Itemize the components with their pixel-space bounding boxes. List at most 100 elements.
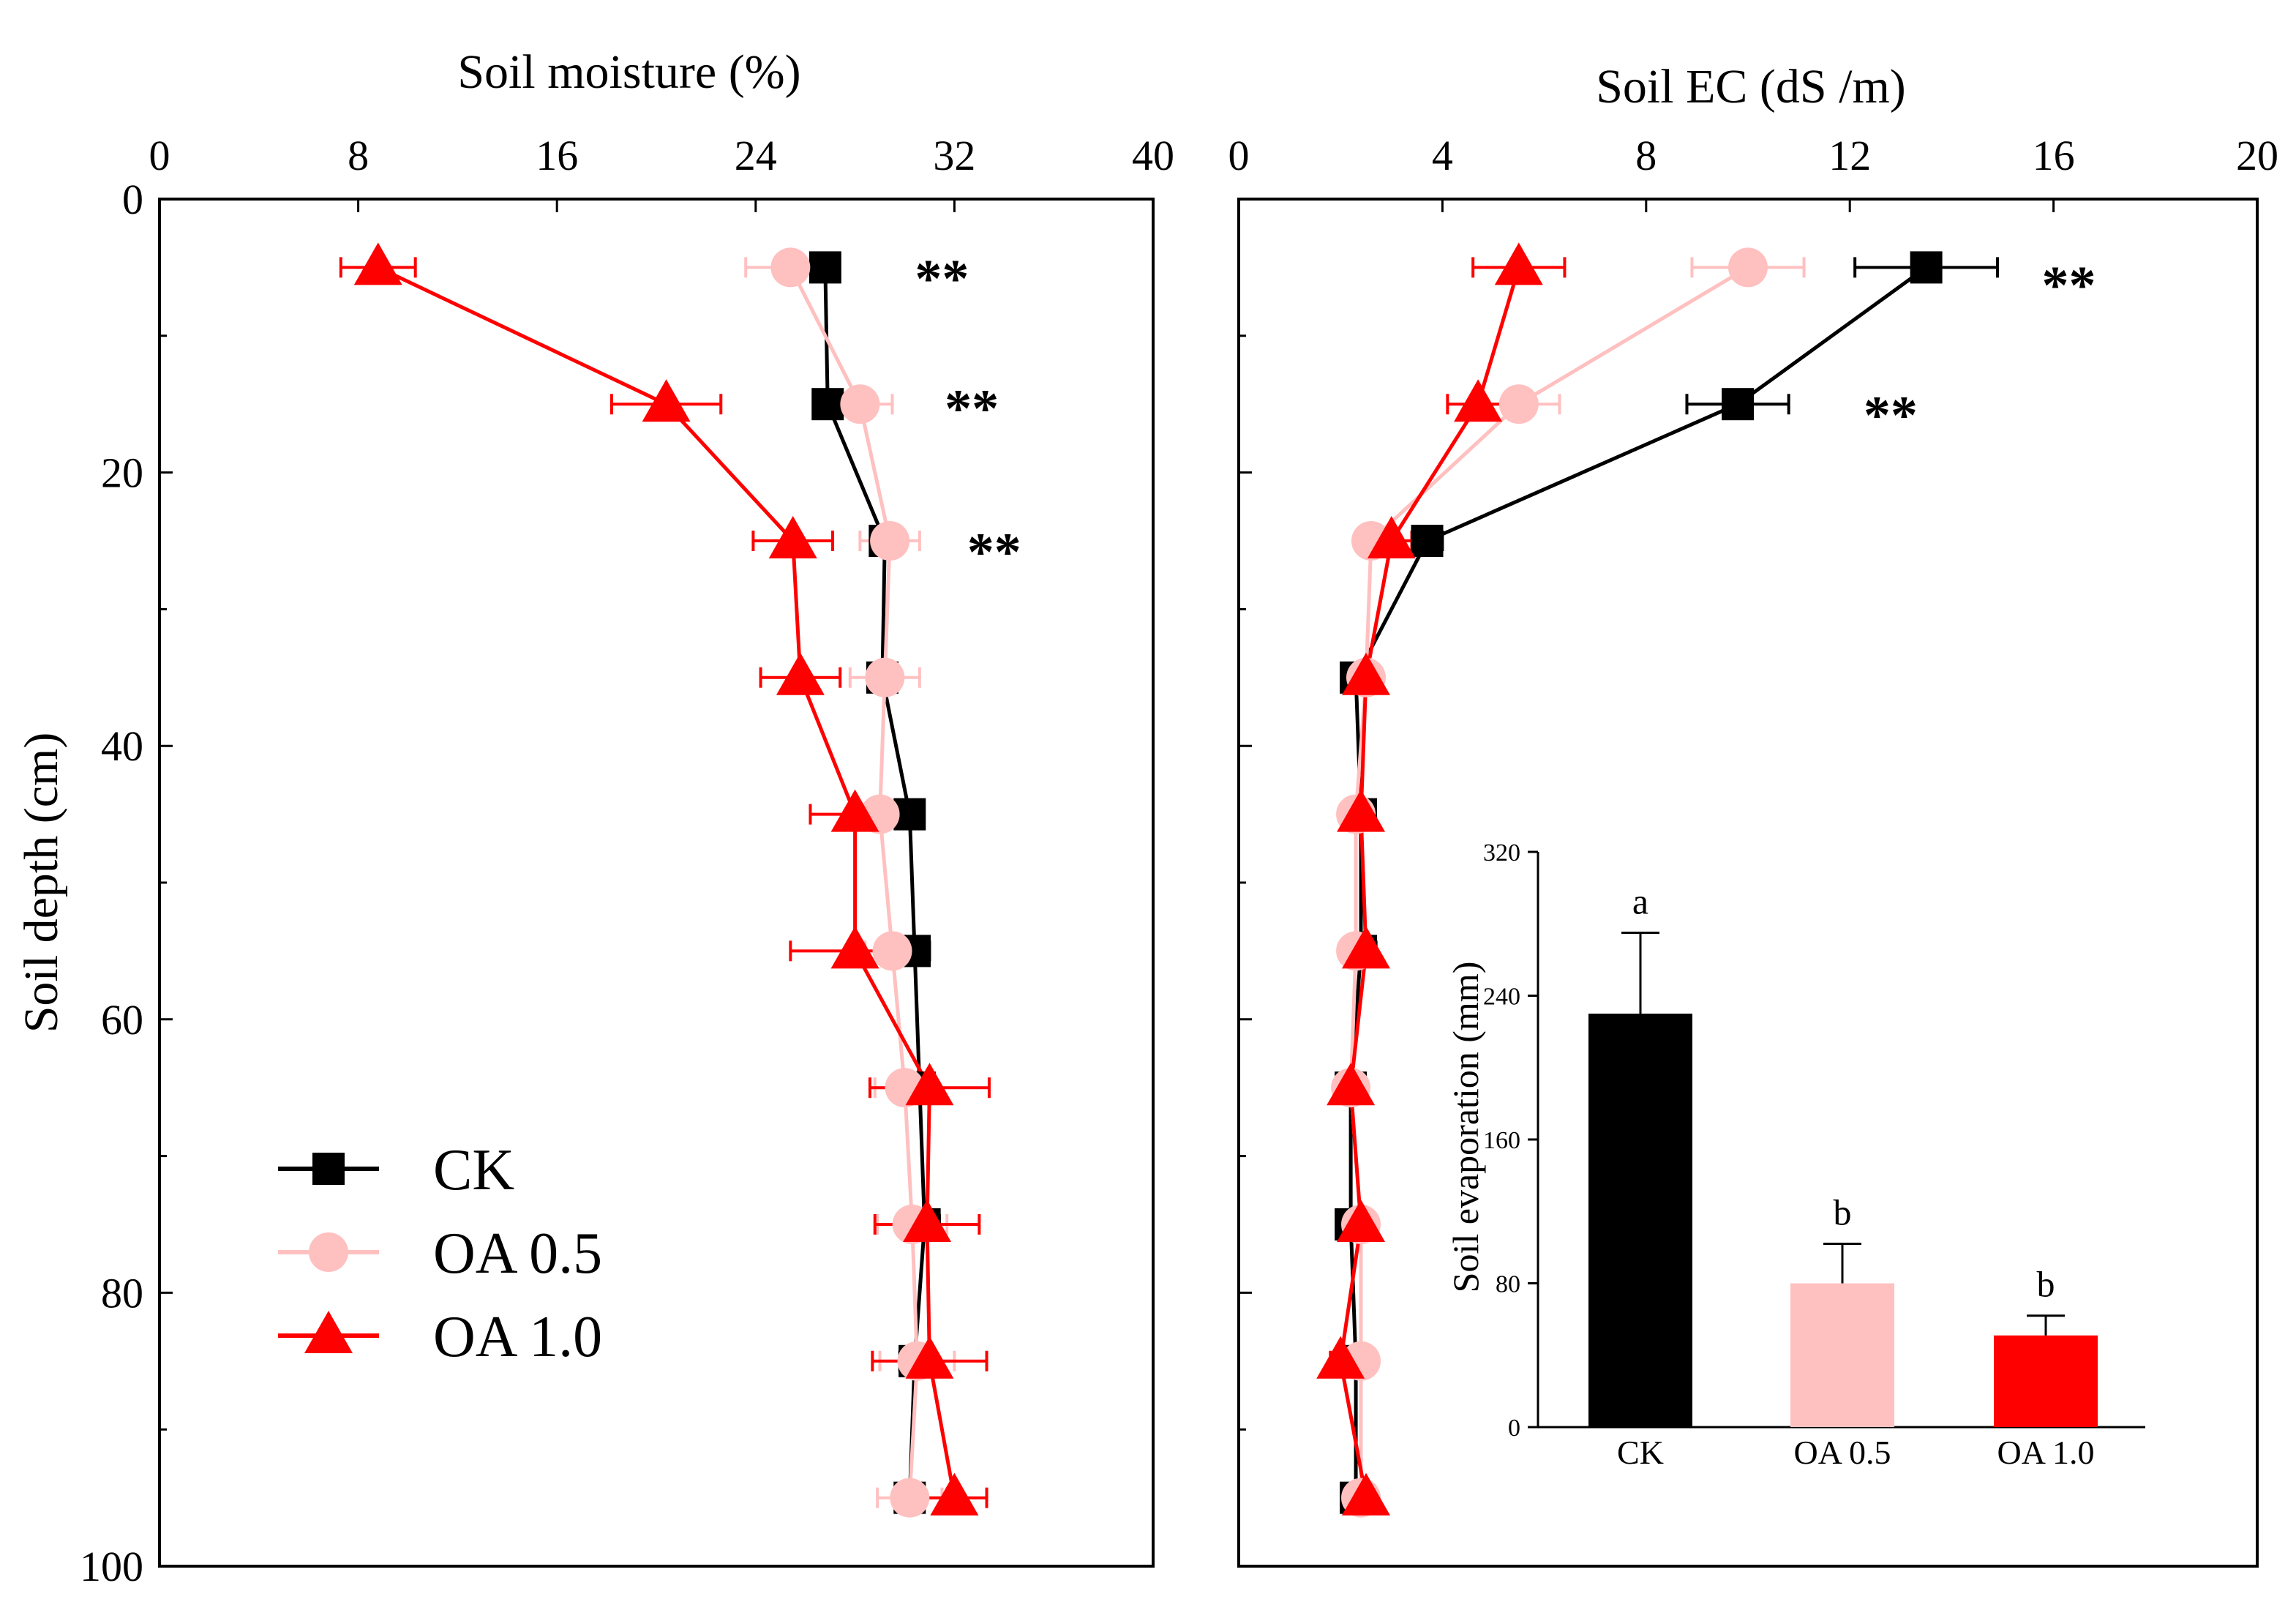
moisture-markers (353, 242, 979, 1518)
gA-xtick-label: 0 (149, 132, 170, 179)
inset-y-axis-title: Soil evaporation (mm) (1445, 962, 1486, 1293)
gB-point-OA-1.0 (1327, 1063, 1376, 1106)
gB-point-OA-1.0 (1367, 516, 1416, 558)
gB-xtick-label: 8 (1635, 132, 1657, 179)
gB-point-OA-1.0 (1337, 789, 1386, 832)
gA-point-OA-1.0 (642, 379, 691, 422)
legend-label: OA 1.0 (433, 1305, 602, 1369)
gA-ytick-label: 40 (101, 722, 143, 770)
gA-point-CK (809, 251, 841, 284)
gA-point-OA-1.0 (903, 1200, 952, 1242)
gA-significance-mark: ** (945, 379, 999, 439)
gB-point-OA-0.5 (1498, 384, 1539, 424)
ec-annotations: ** ** (1864, 256, 2096, 446)
ec-series-lines (1338, 266, 1928, 1499)
gB-xtick-label: 0 (1228, 132, 1250, 179)
legend-marker-OA-0.5 (309, 1232, 348, 1272)
inset-category-label: OA 0.5 (1794, 1434, 1891, 1471)
gA-point-CK (811, 388, 844, 421)
gA-xtick-label: 24 (735, 132, 777, 179)
moisture-x-axis-title: Soil moisture (%) (457, 45, 800, 99)
ec-y-ticks (1239, 198, 1252, 1568)
gB-point-OA-1.0 (1342, 652, 1390, 695)
gB-xtick-label: 4 (1432, 132, 1453, 179)
gB-point-OA-1.0 (1337, 1200, 1386, 1242)
inset-category-label: OA 1.0 (1997, 1434, 2095, 1471)
gA-ytick-label: 60 (101, 996, 143, 1044)
gB-point-CK (1411, 525, 1444, 557)
moisture-y-ticks: 0 20 40 60 80 100 (80, 176, 173, 1590)
gA-ytick-label: 80 (101, 1269, 143, 1317)
gA-xtick-label: 32 (933, 132, 975, 179)
gA-xtick-label: 8 (348, 132, 369, 179)
gB-point-OA-0.5 (1728, 247, 1768, 288)
gA-xtick-label: 16 (536, 132, 578, 179)
inset-category-labels: CK OA 0.5 OA 1.0 (1617, 1434, 2094, 1471)
gA-point-OA-1.0 (768, 516, 817, 558)
ec-markers (1316, 242, 1943, 1518)
legend-marker-OA-1.0 (304, 1311, 353, 1353)
inset-category-label: CK (1617, 1434, 1664, 1471)
gA-xtick-label: 40 (1132, 132, 1174, 179)
gB-line-OA-0.5 (1348, 266, 1749, 1498)
inset-bar-OA-1.0 (1994, 1335, 2098, 1427)
gB-point-OA-1.0 (1342, 1472, 1390, 1516)
moisture-series-lines (377, 266, 956, 1499)
gB-point-CK (1910, 251, 1943, 284)
gB-xtick-label: 20 (2236, 132, 2278, 179)
inset-errorbar (1823, 1242, 1861, 1284)
gA-point-OA-1.0 (830, 926, 879, 969)
inset-errorbar (2027, 1314, 2065, 1336)
legend-label: CK (433, 1138, 514, 1202)
gA-point-OA-0.5 (865, 657, 905, 697)
gA-point-OA-0.5 (840, 384, 880, 424)
moisture-x-ticks: 0 8 16 24 32 40 (149, 132, 1174, 212)
gA-significance-mark: ** (967, 523, 1021, 583)
moisture-panel: Soil moisture (%) Soil depth (cm) 0 8 16 24… (15, 45, 1174, 1590)
legend-marker-CK (312, 1153, 345, 1185)
gA-ytick-label: 20 (101, 449, 143, 497)
inset-y-ticks: 0 80 160 240 320 (1483, 839, 1538, 1442)
inset-bar-OA-0.5 (1790, 1283, 1894, 1427)
legend-label: OA 0.5 (433, 1221, 602, 1286)
inset-errorbar (1621, 932, 1659, 1014)
inset-ytick-label: 80 (1496, 1271, 1520, 1298)
gA-point-OA-0.5 (890, 1478, 930, 1518)
inset-error-bars (1621, 932, 2065, 1336)
inset-bars (1588, 1014, 2098, 1427)
gA-ytick-label: 100 (80, 1543, 143, 1590)
gA-point-OA-0.5 (870, 521, 910, 561)
inset-ytick-label: 240 (1483, 984, 1520, 1011)
gB-line-CK (1348, 266, 1928, 1498)
gA-line-CK (823, 267, 927, 1498)
gA-point-OA-0.5 (872, 931, 912, 971)
gA-point-OA-1.0 (353, 242, 402, 285)
gB-point-OA-1.0 (1316, 1336, 1365, 1379)
inset-significance-letters: a b b (1632, 881, 2055, 1305)
gA-point-OA-1.0 (905, 1336, 954, 1379)
gB-xtick-label: 16 (2033, 132, 2075, 179)
gA-significance-mark: ** (915, 249, 969, 309)
gA-line-OA-0.5 (789, 266, 919, 1498)
moisture-y-axis-title: Soil depth (cm) (15, 733, 68, 1033)
ec-panel: Soil EC (dS /m) 0 4 8 12 16 20 ** ** (1228, 60, 2278, 1568)
inset-ytick-label: 0 (1508, 1415, 1520, 1442)
gB-point-OA-1.0 (1342, 926, 1390, 969)
inset-letter: a (1632, 881, 1648, 922)
gB-line-OA-1.0 (1338, 266, 1521, 1499)
gB-xtick-label: 12 (1828, 132, 1871, 179)
gA-point-OA-1.0 (830, 789, 879, 832)
gA-ytick-label: 0 (122, 176, 143, 223)
gB-significance-mark: ** (2041, 256, 2096, 316)
gB-point-CK (1722, 388, 1755, 421)
inset-bar-CK (1588, 1014, 1692, 1427)
ec-x-ticks: 0 4 8 12 16 20 (1228, 132, 2278, 212)
gB-significance-mark: ** (1864, 386, 1918, 446)
ec-x-axis-title: Soil EC (dS /m) (1596, 60, 1906, 113)
gA-point-OA-0.5 (770, 247, 811, 288)
gA-point-OA-1.0 (905, 1063, 954, 1106)
moisture-legend: CK OA 0.5 OA 1.0 (278, 1138, 602, 1369)
inset-ytick-label: 320 (1483, 839, 1520, 867)
gA-point-OA-1.0 (776, 652, 825, 695)
